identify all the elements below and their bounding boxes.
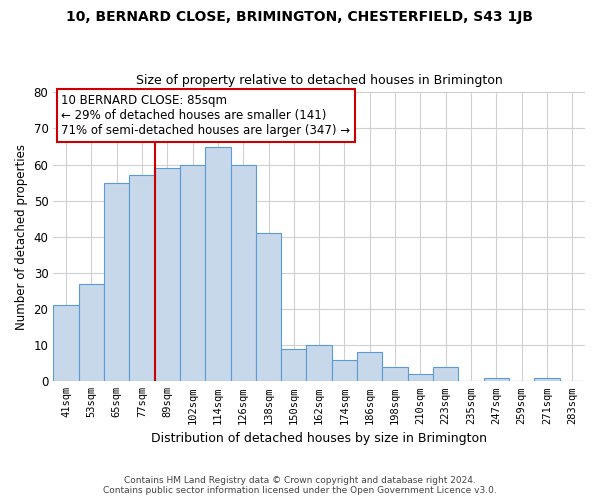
Bar [535, 378, 560, 382]
Bar [408, 374, 433, 382]
Bar [230, 164, 256, 382]
Bar [205, 146, 230, 382]
Bar [281, 349, 307, 382]
Text: Contains HM Land Registry data © Crown copyright and database right 2024.
Contai: Contains HM Land Registry data © Crown c… [103, 476, 497, 495]
Bar [307, 345, 332, 382]
Bar [129, 176, 155, 382]
X-axis label: Distribution of detached houses by size in Brimington: Distribution of detached houses by size … [151, 432, 487, 445]
Text: 10, BERNARD CLOSE, BRIMINGTON, CHESTERFIELD, S43 1JB: 10, BERNARD CLOSE, BRIMINGTON, CHESTERFI… [67, 10, 533, 24]
Bar [53, 306, 79, 382]
Bar [155, 168, 180, 382]
Bar [104, 182, 129, 382]
Bar [332, 360, 357, 382]
Bar [256, 233, 281, 382]
Bar [79, 284, 104, 382]
Bar [180, 164, 205, 382]
Bar [357, 352, 382, 382]
Y-axis label: Number of detached properties: Number of detached properties [15, 144, 28, 330]
Text: 10 BERNARD CLOSE: 85sqm
← 29% of detached houses are smaller (141)
71% of semi-d: 10 BERNARD CLOSE: 85sqm ← 29% of detache… [61, 94, 350, 137]
Bar [484, 378, 509, 382]
Bar [382, 367, 408, 382]
Title: Size of property relative to detached houses in Brimington: Size of property relative to detached ho… [136, 74, 503, 87]
Bar [433, 367, 458, 382]
